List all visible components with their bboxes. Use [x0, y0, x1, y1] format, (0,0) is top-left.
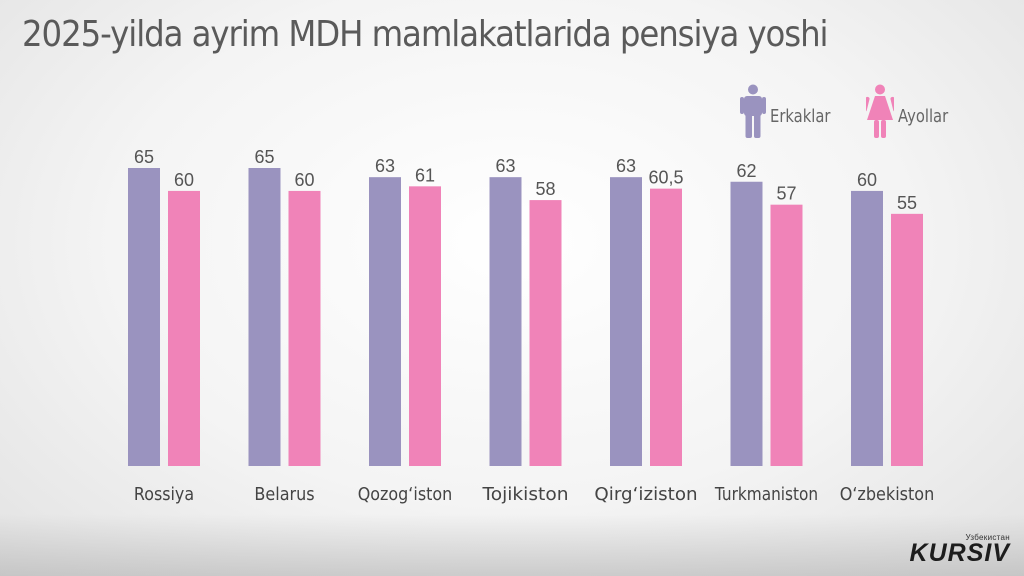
- category-label-2: Qozog‘iston: [358, 484, 453, 505]
- value-label-women-0: 60: [174, 170, 194, 190]
- bar-men-1: [248, 168, 281, 466]
- bar-men-4: [610, 177, 642, 466]
- value-label-women-4: 60,5: [648, 168, 683, 188]
- logo-subtitle: Узбекистан: [965, 533, 1010, 542]
- category-label-5: Turkmaniston: [714, 484, 818, 505]
- bar-women-4: [650, 188, 682, 466]
- bar-men-6: [851, 190, 883, 466]
- chart-title: 2025-yilda ayrim MDH mamlakatlarida pens…: [22, 14, 829, 55]
- legend-label-men: Erkaklar: [770, 106, 831, 127]
- category-label-4: Qirg‘iziston: [594, 484, 697, 505]
- category-label-1: Belarus: [254, 484, 314, 505]
- bar-women-0: [168, 190, 200, 466]
- value-label-men-4: 63: [616, 156, 636, 176]
- category-label-6: O‘zbekiston: [840, 484, 935, 505]
- legend-label-women: Ayollar: [898, 106, 949, 127]
- value-label-women-6: 55: [897, 193, 917, 213]
- bar-women-1: [288, 190, 321, 466]
- value-label-men-2: 63: [375, 156, 395, 176]
- category-label-3: Tojikiston: [481, 484, 568, 505]
- value-label-women-5: 57: [776, 184, 796, 204]
- value-label-women-2: 61: [415, 165, 435, 185]
- woman-icon: [866, 84, 894, 138]
- bar-men-3: [489, 177, 522, 466]
- kursiv-logo: Узбекистан KURSIV: [909, 533, 1010, 567]
- bar-women-6: [891, 213, 923, 466]
- value-label-men-6: 60: [857, 170, 877, 190]
- bar-women-3: [529, 200, 562, 467]
- bar-men-2: [369, 177, 401, 466]
- bottom-band: [0, 514, 1024, 576]
- bar-men-0: [128, 168, 160, 466]
- man-icon: [740, 84, 766, 138]
- value-label-men-1: 65: [254, 147, 274, 167]
- bar-women-5: [770, 204, 803, 466]
- value-label-men-3: 63: [495, 156, 515, 176]
- bar-women-2: [409, 186, 441, 467]
- value-label-men-0: 65: [134, 147, 154, 167]
- bar-men-5: [730, 181, 763, 466]
- category-label-0: Rossiya: [134, 484, 194, 505]
- value-label-women-1: 60: [294, 170, 314, 190]
- value-label-men-5: 62: [736, 161, 756, 181]
- value-label-women-3: 58: [535, 179, 555, 199]
- logo-wordmark: KURSIV: [909, 539, 1010, 567]
